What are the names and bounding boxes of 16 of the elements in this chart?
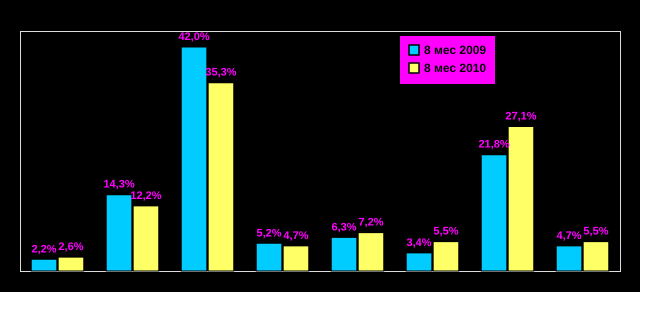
legend-label: 8 мес 2009 xyxy=(424,43,486,57)
data-label: 2,6% xyxy=(58,241,84,254)
data-label: 4,7% xyxy=(556,230,582,242)
data-label: 5,5% xyxy=(433,226,459,238)
legend-label: 8 мес 2010 xyxy=(424,61,486,75)
data-label: 12,2% xyxy=(130,190,162,202)
data-label: 14,3% xyxy=(103,178,135,191)
data-label: 6,3% xyxy=(332,221,357,234)
data-label: 3,4% xyxy=(406,236,432,249)
data-label: 5,2% xyxy=(256,227,282,240)
data-label: 42,0% xyxy=(178,31,210,43)
data-label: 2,2% xyxy=(32,243,57,256)
data-label: 4,7% xyxy=(283,230,309,242)
data-label: 7,2% xyxy=(358,216,384,229)
data-label: 27,1% xyxy=(505,110,537,122)
data-label: 5,5% xyxy=(583,226,609,238)
